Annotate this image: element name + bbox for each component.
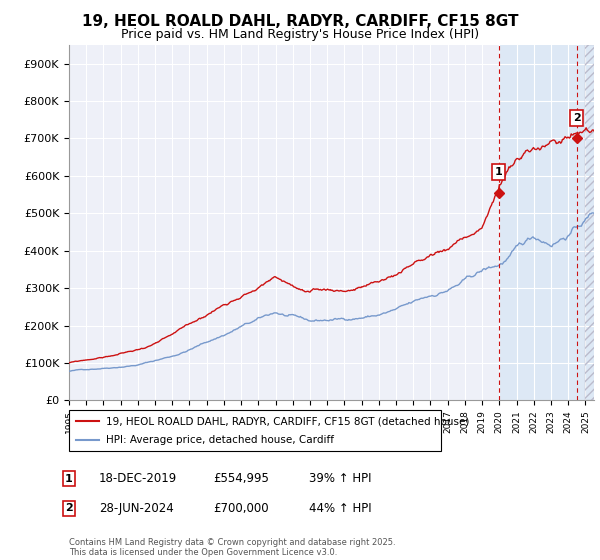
Text: 44% ↑ HPI: 44% ↑ HPI: [309, 502, 371, 515]
Text: 19, HEOL ROALD DAHL, RADYR, CARDIFF, CF15 8GT (detached house): 19, HEOL ROALD DAHL, RADYR, CARDIFF, CF1…: [106, 417, 470, 426]
Text: £554,995: £554,995: [213, 472, 269, 486]
Bar: [586, 45, 600, 400]
Text: Price paid vs. HM Land Registry's House Price Index (HPI): Price paid vs. HM Land Registry's House …: [121, 28, 479, 41]
Text: 19, HEOL ROALD DAHL, RADYR, CARDIFF, CF15 8GT: 19, HEOL ROALD DAHL, RADYR, CARDIFF, CF1…: [82, 14, 518, 29]
Text: 2: 2: [573, 113, 580, 123]
Text: 39% ↑ HPI: 39% ↑ HPI: [309, 472, 371, 486]
Text: 1: 1: [65, 474, 73, 484]
Text: 28-JUN-2024: 28-JUN-2024: [99, 502, 174, 515]
Text: 1: 1: [495, 167, 503, 177]
Text: 18-DEC-2019: 18-DEC-2019: [99, 472, 177, 486]
Text: 2: 2: [65, 503, 73, 514]
Bar: [499, 45, 600, 400]
Text: £700,000: £700,000: [213, 502, 269, 515]
Text: HPI: Average price, detached house, Cardiff: HPI: Average price, detached house, Card…: [106, 435, 334, 445]
Text: Contains HM Land Registry data © Crown copyright and database right 2025.
This d: Contains HM Land Registry data © Crown c…: [69, 538, 395, 557]
Bar: [73, 45, 499, 400]
